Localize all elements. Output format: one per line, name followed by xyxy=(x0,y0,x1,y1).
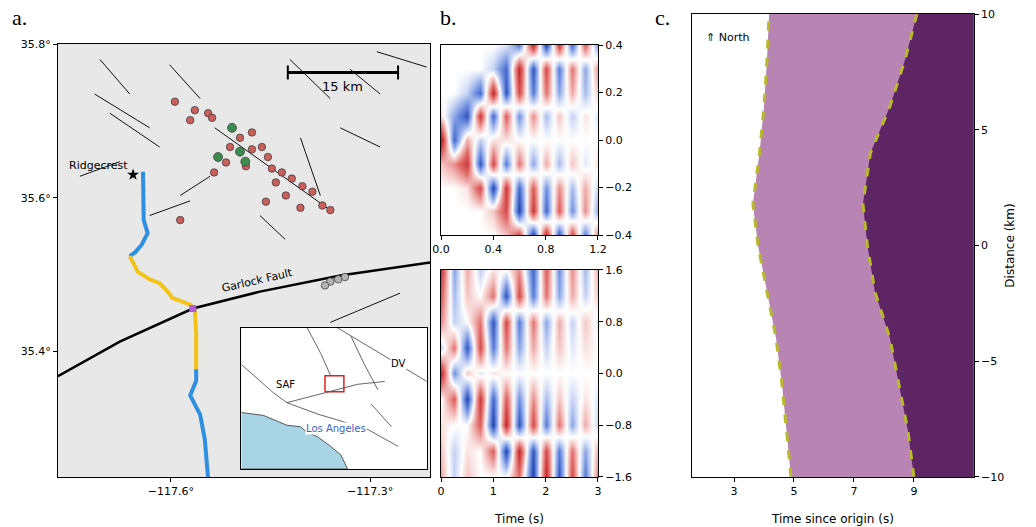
svg-text:5: 5 xyxy=(981,124,988,137)
svg-text:3: 3 xyxy=(731,485,738,498)
svg-text:35.4°: 35.4° xyxy=(21,345,51,358)
svg-text:b.: b. xyxy=(440,5,457,30)
svg-text:a.: a. xyxy=(12,5,27,30)
svg-text:0.0: 0.0 xyxy=(605,367,623,380)
svg-text:0.8: 0.8 xyxy=(537,243,555,256)
svg-text:2: 2 xyxy=(542,485,549,498)
svg-text:−0.4: −0.4 xyxy=(605,229,632,242)
svg-text:7: 7 xyxy=(850,485,857,498)
svg-text:1.2: 1.2 xyxy=(589,243,607,256)
svg-text:DV: DV xyxy=(391,358,406,369)
svg-text:10: 10 xyxy=(981,8,995,21)
svg-text:0: 0 xyxy=(981,239,988,252)
svg-text:0.8: 0.8 xyxy=(605,316,623,329)
svg-text:0.4: 0.4 xyxy=(605,39,623,52)
svg-text:−10: −10 xyxy=(981,471,1004,484)
svg-text:−0.2: −0.2 xyxy=(605,181,632,194)
svg-text:−0.8: −0.8 xyxy=(605,419,632,432)
svg-text:Distance (km): Distance (km) xyxy=(1003,203,1017,287)
svg-text:−5: −5 xyxy=(981,355,997,368)
svg-text:Time since origin (s): Time since origin (s) xyxy=(771,512,894,526)
svg-text:15 km: 15 km xyxy=(322,79,363,94)
svg-text:1.6: 1.6 xyxy=(605,264,623,277)
svg-text:9: 9 xyxy=(910,485,917,498)
svg-text:0: 0 xyxy=(438,485,445,498)
svg-text:3: 3 xyxy=(594,485,601,498)
svg-text:−117.3°: −117.3° xyxy=(347,485,393,498)
svg-text:1: 1 xyxy=(490,485,497,498)
svg-text:0.4: 0.4 xyxy=(485,243,503,256)
svg-text:SAF: SAF xyxy=(276,379,295,390)
svg-text:35.6°: 35.6° xyxy=(21,192,51,205)
svg-text:c.: c. xyxy=(655,5,670,30)
svg-text:0.0: 0.0 xyxy=(605,134,623,147)
svg-text:Time (s): Time (s) xyxy=(494,512,544,526)
svg-text:0.0: 0.0 xyxy=(432,243,450,256)
svg-text:⇑ North: ⇑ North xyxy=(706,31,750,44)
svg-text:5: 5 xyxy=(790,485,797,498)
svg-text:Ridgecrest: Ridgecrest xyxy=(69,159,128,172)
svg-text:−1.6: −1.6 xyxy=(605,471,632,484)
svg-text:−117.6°: −117.6° xyxy=(148,485,194,498)
svg-text:Garlock Fault: Garlock Fault xyxy=(220,266,294,295)
svg-text:35.8°: 35.8° xyxy=(21,38,51,51)
svg-text:0.2: 0.2 xyxy=(605,86,623,99)
svg-text:Los Angeles: Los Angeles xyxy=(306,423,366,434)
